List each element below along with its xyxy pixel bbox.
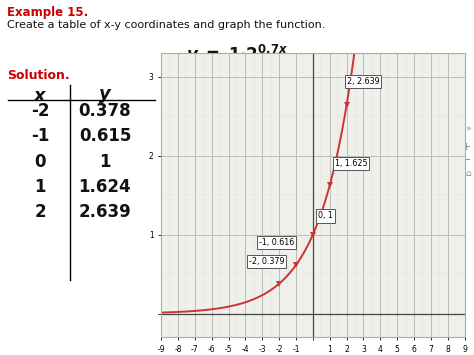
Text: $\bfit{y}$: $\bfit{y}$ <box>98 87 112 105</box>
Text: 1.624: 1.624 <box>79 178 131 196</box>
Text: -1, 0.616: -1, 0.616 <box>259 237 294 246</box>
Text: »: » <box>465 125 471 134</box>
Text: -2, 0.379: -2, 0.379 <box>249 257 284 266</box>
Text: 1: 1 <box>99 153 111 171</box>
Text: 2, 2.639: 2, 2.639 <box>346 77 379 86</box>
Text: 2.639: 2.639 <box>79 203 131 221</box>
Text: 1: 1 <box>34 178 46 196</box>
Text: 0.615: 0.615 <box>79 127 131 145</box>
Text: Solution.: Solution. <box>7 69 70 82</box>
Text: -1: -1 <box>31 127 49 145</box>
Text: ⌂: ⌂ <box>465 169 471 178</box>
Text: 0: 0 <box>34 153 46 171</box>
Text: 0.378: 0.378 <box>79 102 131 120</box>
Text: $\bfit{y}\ =\ \mathbf{1{\bullet}2^{0.7\bfit{x}}}$: $\bfit{y}\ =\ \mathbf{1{\bullet}2^{0.7\b… <box>186 43 288 67</box>
Text: $\bfit{x}$: $\bfit{x}$ <box>33 87 47 105</box>
Text: Create a table of x-y coordinates and graph the function.: Create a table of x-y coordinates and gr… <box>7 20 325 30</box>
Text: 2: 2 <box>34 203 46 221</box>
Text: +: + <box>462 142 471 152</box>
Text: -2: -2 <box>31 102 49 120</box>
Text: 0, 1: 0, 1 <box>318 212 333 220</box>
Text: −: − <box>462 155 471 165</box>
Text: 1, 1.625: 1, 1.625 <box>335 159 367 168</box>
Text: Example 15.: Example 15. <box>7 6 88 19</box>
